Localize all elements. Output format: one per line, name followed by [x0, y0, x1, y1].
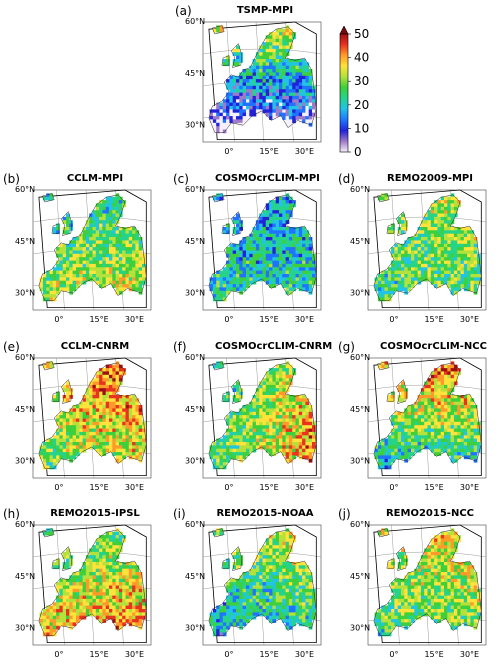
colorbar-tick-label: 20 [354, 98, 369, 112]
lon-label: 0° [224, 483, 233, 492]
lon-label: 30°E [125, 315, 144, 324]
lat-label: 30°N [15, 457, 35, 466]
map-svg: 60°N 45°N 30°N 0° 15°E 30°E [350, 338, 500, 498]
lon-label: 0° [224, 315, 233, 324]
lon-label: 0° [54, 315, 63, 324]
colorbar-tick-label: 0 [354, 145, 362, 158]
lat-label: 30°N [185, 289, 205, 298]
lat-label: 30°N [185, 457, 205, 466]
colorbar: 0 10 20 30 40 50 [336, 26, 396, 158]
lat-label: 45°N [15, 405, 35, 414]
lon-label: 15°E [259, 483, 278, 492]
colorbar-ticks: 0 10 20 30 40 50 [348, 27, 369, 158]
map-svg: 60°N 45°N 30°N 0° 15°E 30°E [15, 170, 175, 330]
lat-label: 60°N [350, 353, 370, 362]
lat-label: 30°N [15, 624, 35, 633]
colorbar-extend-arrow [340, 26, 348, 34]
panel-label: (j) [338, 507, 351, 521]
lat-label: 45°N [350, 405, 370, 414]
lon-label: 15°E [259, 147, 278, 156]
lat-label: 60°N [350, 185, 370, 194]
lat-label: 60°N [185, 520, 205, 529]
lon-label: 15°E [259, 315, 278, 324]
lat-label: 45°N [350, 237, 370, 246]
lon-label: 15°E [89, 483, 108, 492]
lon-label: 0° [224, 147, 233, 156]
colorbar-svg: 0 10 20 30 40 50 [336, 26, 396, 158]
lat-label: 60°N [15, 520, 35, 529]
map-svg: 60°N 45°N 30°N 0° 15°E 30°E [350, 170, 500, 330]
lon-label: 0° [389, 483, 398, 492]
lat-label: 30°N [350, 289, 370, 298]
lon-label: 30°E [295, 147, 314, 156]
lat-label: 60°N [15, 353, 35, 362]
lat-label: 45°N [185, 572, 205, 581]
lat-label: 60°N [185, 353, 205, 362]
map-svg: 60°N 45°N 30°N 0° 15°E 30°E [185, 170, 345, 330]
lon-label: 15°E [424, 315, 443, 324]
lon-label: 30°E [460, 315, 479, 324]
colorbar-tick-label: 10 [354, 121, 369, 135]
lat-label: 45°N [185, 237, 205, 246]
colorbar-tick-label: 30 [354, 74, 369, 88]
lat-label: 60°N [185, 185, 205, 194]
lat-label: 45°N [350, 572, 370, 581]
lon-label: 30°E [295, 315, 314, 324]
lon-label: 0° [54, 483, 63, 492]
colorbar-tick-label: 40 [354, 51, 369, 65]
lon-label: 0° [389, 315, 398, 324]
map-svg: 60°N 45°N 30°N 0° 15°E 30°E [185, 338, 345, 498]
lon-label: 30°E [460, 483, 479, 492]
map-svg: 60°N 45°N 30°N 0° 15°E 30°E [15, 338, 175, 498]
lat-label: 30°N [185, 121, 205, 130]
lat-label: 30°N [350, 457, 370, 466]
lon-label: 15°E [424, 483, 443, 492]
map-svg: 60°N 45°N 30°N 0° 15°E 30°E [185, 2, 345, 162]
lat-label: 60°N [350, 520, 370, 529]
lat-label: 30°N [15, 289, 35, 298]
colorbar-tick-label: 50 [354, 27, 369, 41]
lat-label: 45°N [15, 237, 35, 246]
lon-label: 30°E [125, 483, 144, 492]
lat-label: 45°N [185, 69, 205, 78]
colorbar-gradient [340, 34, 348, 152]
lon-label: 15°E [89, 315, 108, 324]
lat-label: 45°N [185, 405, 205, 414]
lat-label: 45°N [15, 572, 35, 581]
lat-label: 60°N [15, 185, 35, 194]
lon-label: 30°E [295, 483, 314, 492]
panel-label: (i) [173, 507, 186, 521]
lat-label: 30°N [185, 624, 205, 633]
lat-label: 30°N [350, 624, 370, 633]
lat-label: 60°N [185, 17, 205, 26]
